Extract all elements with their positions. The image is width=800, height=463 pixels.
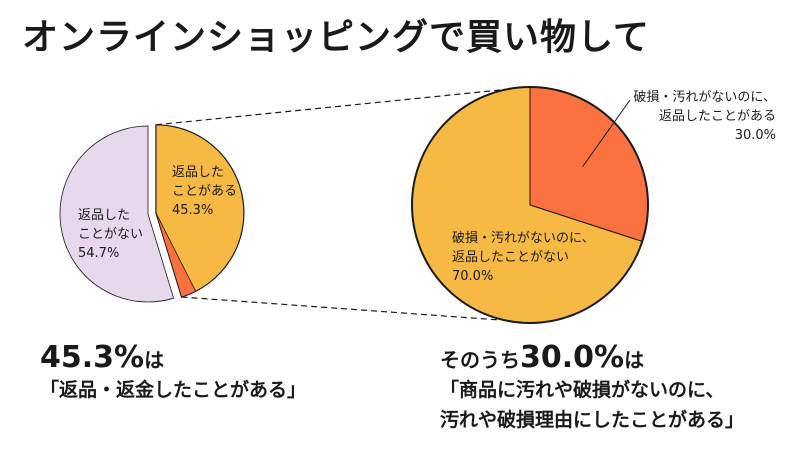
pie1-label-returned-line-1: 返品した [172, 165, 224, 180]
pie2-label-no-damage-return-line-3: 30.0% [735, 128, 776, 143]
right-caption-line2: 「商品に汚れや破損がないのに、 [440, 379, 725, 401]
pie1-label-not-returned-line-1: 返品した [78, 208, 130, 223]
right-caption-percent: 30.0% [520, 340, 625, 375]
pie1-label-not-returned-line-2: ことがない [78, 227, 143, 242]
pie1-slice-returned [155, 124, 245, 298]
pie2-label-no-damage-no-return-line-2: 返品したことがない [452, 250, 569, 265]
page-title: オンラインショッピングで買い物して [22, 17, 650, 58]
pie1-label-returned-line-2: ことがある [172, 184, 237, 199]
right-caption: そのうち30.0%は 「商品に汚れや破損がないのに、 汚れや破損理由にしたことが… [440, 340, 744, 435]
pie2-label-no-damage-return-line-2: 返品したことがある [659, 109, 776, 124]
connector-bottom [181, 296, 501, 321]
left-caption-percent: 45.3% [40, 340, 145, 375]
pie2-label-no-damage-no-return-line-1: 破損・汚れがないのに、 [452, 231, 595, 246]
pie2-label-no-damage-return-line-1: 破損・汚れがないのに、 [633, 90, 776, 105]
right-caption-prefix: そのうち [440, 348, 520, 372]
left-caption-particle: は [144, 348, 165, 372]
left-caption-quote: 「返品・返金したことがある」 [40, 379, 307, 401]
pie1-label-not-returned-line-3: 54.7% [78, 246, 119, 261]
pie2-leader-line [582, 99, 631, 168]
pie1-slice-did-not-return [59, 125, 175, 303]
right-caption-line3: 汚れや破損理由にしたことがある」 [440, 409, 745, 431]
right-caption-particle: は [624, 348, 645, 372]
pie2-label-no-damage-no-return-line-3: 70.0% [452, 269, 493, 284]
pie1-label-returned-line-3: 45.3% [172, 203, 213, 218]
left-caption: 45.3%は 「返品・返金したことがある」 [40, 340, 306, 405]
pie2-outline [411, 86, 649, 324]
